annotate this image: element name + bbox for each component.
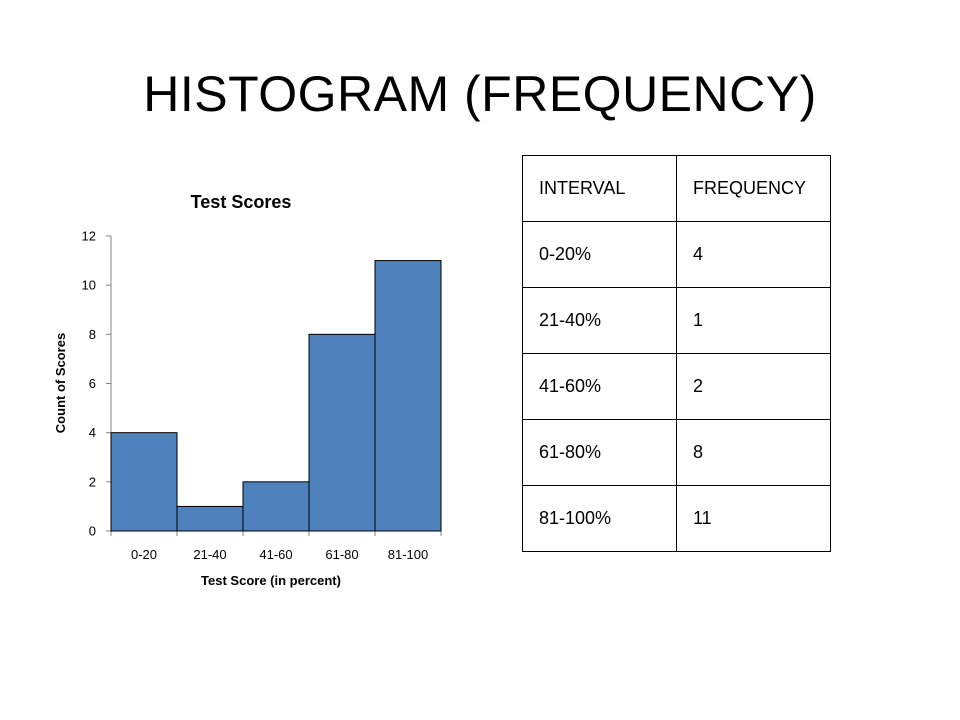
histogram-bar xyxy=(308,333,376,532)
histogram-bar xyxy=(110,432,178,532)
table-row: 21-40% 1 xyxy=(522,287,831,354)
table-row: 41-60% 2 xyxy=(522,353,831,420)
y-tick-label: 8 xyxy=(89,327,96,342)
frequency-cell: 4 xyxy=(676,221,831,288)
table-row: 0-20% 4 xyxy=(522,221,831,288)
y-tick-label: 6 xyxy=(89,376,96,391)
interval-cell: 0-20% xyxy=(522,221,677,288)
histogram-bar xyxy=(374,260,442,532)
y-tick-label: 4 xyxy=(89,425,96,440)
slide-title: HISTOGRAM (FREQUENCY) xyxy=(143,66,817,122)
table-header-row: INTERVAL FREQUENCY xyxy=(522,155,831,222)
y-tick-label: 0 xyxy=(89,524,96,539)
frequency-cell: 8 xyxy=(676,419,831,486)
y-tick-label: 2 xyxy=(89,474,96,489)
interval-cell: 81-100% xyxy=(522,485,677,552)
y-axis-title: Count of Scores xyxy=(53,333,68,433)
frequency-table: INTERVAL FREQUENCY 0-20% 4 21-40% 1 41-6… xyxy=(522,155,831,552)
x-tick-label: 21-40 xyxy=(193,547,226,562)
histogram-bar xyxy=(242,481,310,532)
y-tick-label: 10 xyxy=(82,278,96,293)
interval-cell: 61-80% xyxy=(522,419,677,486)
frequency-cell: 11 xyxy=(676,485,831,552)
table-row: 61-80% 8 xyxy=(522,419,831,486)
frequency-cell: 1 xyxy=(676,287,831,354)
x-tick-label: 61-80 xyxy=(325,547,358,562)
y-tick-label: 12 xyxy=(82,229,96,244)
x-tick-label: 0-20 xyxy=(131,547,157,562)
x-tick-label: 41-60 xyxy=(259,547,292,562)
frequency-cell: 2 xyxy=(676,353,831,420)
histogram-bar xyxy=(176,505,244,532)
table-row: 81-100% 11 xyxy=(522,485,831,552)
chart-title: Test Scores xyxy=(191,192,292,212)
interval-cell: 21-40% xyxy=(522,287,677,354)
header-frequency: FREQUENCY xyxy=(676,155,831,222)
x-tick-label: 81-100 xyxy=(388,547,428,562)
interval-cell: 41-60% xyxy=(522,353,677,420)
header-interval: INTERVAL xyxy=(522,155,677,222)
x-axis-title: Test Score (in percent) xyxy=(201,573,341,588)
